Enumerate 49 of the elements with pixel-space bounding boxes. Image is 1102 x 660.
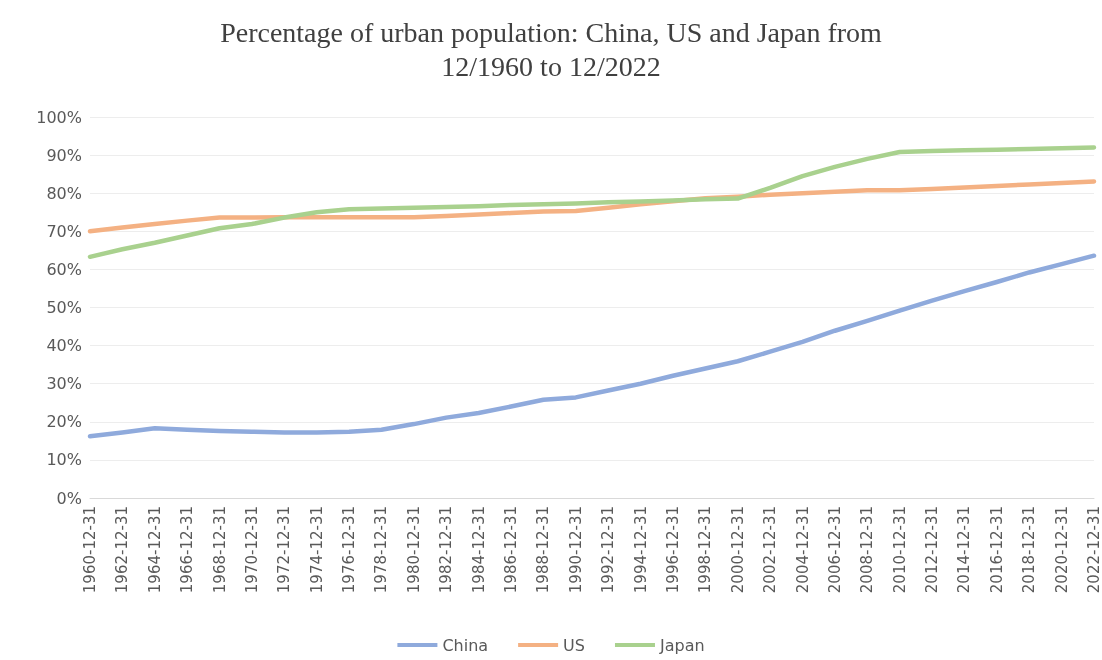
x-tick-label: 2022-12-31 [1085, 506, 1102, 594]
y-tick-label: 0% [56, 488, 82, 508]
y-tick-label: 50% [46, 298, 82, 317]
legend-label: China [442, 635, 489, 655]
x-tick-label: 1978-12-31 [372, 506, 391, 594]
legend-label: Japan [658, 635, 705, 655]
x-tick-label: 1966-12-31 [178, 506, 197, 594]
x-tick-label: 1984-12-31 [469, 506, 488, 594]
x-tick-label: 2006-12-31 [825, 506, 844, 594]
line-series [87, 145, 1097, 260]
y-tick-label: 40% [46, 336, 82, 356]
x-tick-label: 2020-12-31 [1052, 506, 1071, 594]
x-tick-label: 1986-12-31 [502, 506, 521, 594]
x-tick-label: 2000-12-31 [728, 506, 747, 594]
x-tick-label: 1998-12-31 [696, 506, 715, 594]
x-tick-label: 1968-12-31 [210, 506, 229, 594]
x-tick-label: 2018-12-31 [1020, 506, 1039, 594]
x-tick-label: 1982-12-31 [437, 506, 456, 594]
x-tick-label: 1990-12-31 [566, 506, 585, 594]
x-tick-label: 2012-12-31 [923, 506, 942, 594]
x-tick-label: 1992-12-31 [599, 506, 618, 594]
y-tick-label: 60% [46, 259, 82, 279]
x-tick-label: 1964-12-31 [145, 506, 164, 594]
chart-title: Percentage of urban population: China, US and Japan from 12/1960 to 12/2022 [220, 16, 883, 82]
x-tick-label: 1962-12-31 [113, 506, 132, 594]
legend-label: US [563, 635, 585, 655]
x-tick-label: 2008-12-31 [858, 506, 877, 594]
x-tick-label: 1974-12-31 [307, 506, 326, 594]
y-tick-label: 90% [46, 145, 82, 165]
x-tick-label: 2016-12-31 [987, 506, 1006, 594]
y-tick-label: 70% [46, 221, 82, 241]
line-series [87, 253, 1097, 439]
x-tick-label: 1988-12-31 [534, 506, 553, 594]
x-tick-label: 1994-12-31 [631, 506, 650, 594]
x-tick-label: 1970-12-31 [242, 506, 261, 594]
x-tick-label: 2004-12-31 [793, 506, 812, 594]
y-tick-label: 100% [36, 107, 82, 127]
x-tick-label: 1960-12-31 [81, 506, 99, 594]
x-tick-label: 2010-12-31 [890, 506, 909, 594]
x-tick-label: 1972-12-31 [275, 506, 294, 594]
x-tick-label: 1980-12-31 [404, 506, 423, 594]
x-tick-label: 2002-12-31 [761, 506, 780, 594]
x-tick-label: 2014-12-31 [955, 506, 974, 594]
y-tick-label: 80% [46, 183, 82, 203]
y-tick-label: 20% [46, 412, 82, 432]
y-tick-label: 30% [46, 374, 82, 394]
x-tick-label: 1976-12-31 [340, 506, 359, 594]
y-tick-label: 10% [46, 450, 82, 470]
x-tick-label: 1996-12-31 [663, 506, 682, 594]
